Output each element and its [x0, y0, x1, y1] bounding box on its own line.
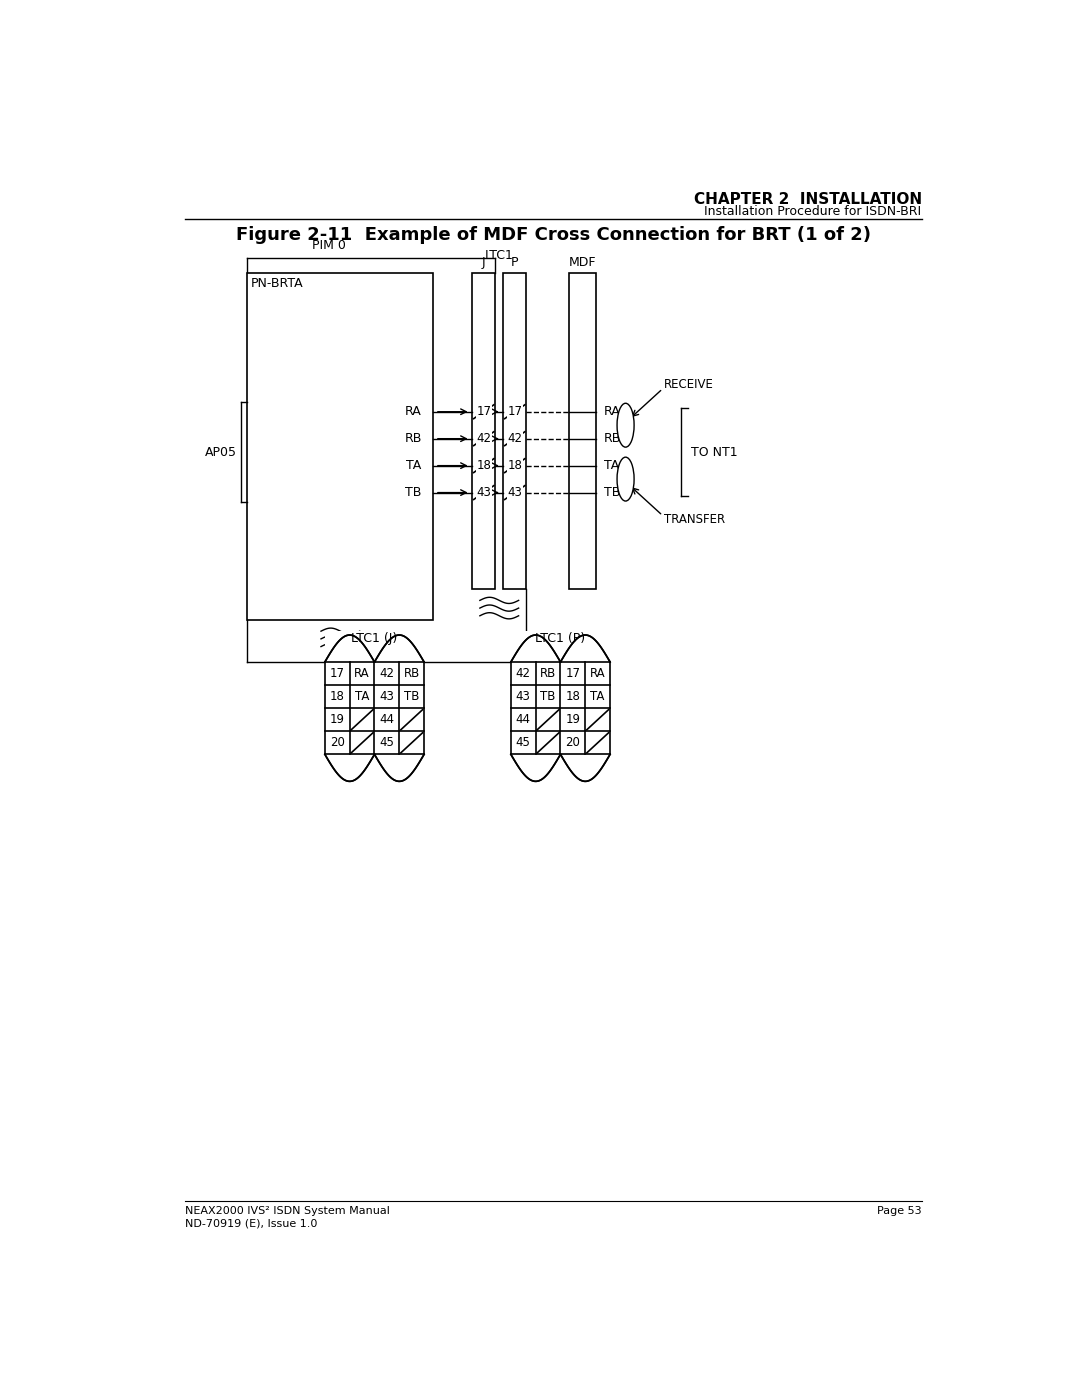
Text: 45: 45 [516, 736, 530, 749]
Text: 43: 43 [476, 486, 491, 499]
Text: RA: RA [604, 405, 621, 418]
Text: LTC1: LTC1 [485, 249, 514, 261]
Text: TB: TB [540, 690, 556, 703]
Text: 43: 43 [516, 690, 530, 703]
Bar [325, 754, 424, 785]
Text: 44: 44 [379, 714, 394, 726]
Text: RECEIVE: RECEIVE [664, 379, 714, 391]
Text: RA: RA [354, 666, 369, 680]
Ellipse shape [617, 457, 634, 502]
Text: P: P [511, 256, 518, 270]
Text: LTC1 (P): LTC1 (P) [536, 631, 585, 645]
Text: RB: RB [404, 432, 422, 446]
Bar [247, 274, 433, 620]
Text: CHAPTER 2  INSTALLATION: CHAPTER 2 INSTALLATION [693, 193, 921, 208]
Text: 17: 17 [476, 405, 491, 418]
Text: PIM 0: PIM 0 [312, 239, 346, 251]
Text: 18: 18 [566, 690, 580, 703]
Text: 42: 42 [516, 666, 530, 680]
Text: RB: RB [604, 432, 621, 446]
Text: 44: 44 [516, 714, 530, 726]
Text: RB: RB [404, 666, 420, 680]
Text: 20: 20 [566, 736, 580, 749]
Text: MDF: MDF [569, 256, 596, 270]
Text: ND-70919 (E), Issue 1.0: ND-70919 (E), Issue 1.0 [186, 1218, 318, 1229]
Text: PN-BRTA: PN-BRTA [252, 277, 303, 291]
Text: 42: 42 [379, 666, 394, 680]
Text: TRANSFER: TRANSFER [664, 513, 726, 527]
Text: TB: TB [604, 486, 620, 499]
Text: 17: 17 [508, 405, 523, 418]
Text: RA: RA [590, 666, 606, 680]
Bar [511, 631, 610, 662]
Text: 42: 42 [508, 432, 523, 446]
Text: 19: 19 [565, 714, 580, 726]
Bar [569, 274, 596, 588]
Bar [511, 662, 610, 754]
Text: 18: 18 [476, 460, 491, 472]
Text: TA: TA [591, 690, 605, 703]
Text: TB: TB [405, 486, 422, 499]
Text: 43: 43 [508, 486, 523, 499]
Text: Figure 2-11  Example of MDF Cross Connection for BRT (1 of 2): Figure 2-11 Example of MDF Cross Connect… [237, 226, 870, 243]
Text: 17: 17 [329, 666, 345, 680]
Text: 19: 19 [329, 714, 345, 726]
Text: TA: TA [355, 690, 369, 703]
Text: 17: 17 [565, 666, 580, 680]
Text: TB: TB [404, 690, 419, 703]
Text: 20: 20 [329, 736, 345, 749]
Bar [503, 274, 526, 588]
Bar [325, 662, 424, 754]
Text: 45: 45 [379, 736, 394, 749]
Text: TA: TA [604, 460, 619, 472]
Text: 42: 42 [476, 432, 491, 446]
Text: AP05: AP05 [205, 446, 238, 458]
Bar [472, 274, 496, 588]
Bar [511, 754, 610, 785]
Text: RA: RA [405, 405, 422, 418]
Text: 18: 18 [329, 690, 345, 703]
Text: 43: 43 [379, 690, 394, 703]
Bar [325, 631, 424, 662]
Text: RB: RB [540, 666, 556, 680]
Ellipse shape [617, 404, 634, 447]
Text: Installation Procedure for ISDN-BRI: Installation Procedure for ISDN-BRI [704, 205, 921, 218]
Text: 18: 18 [508, 460, 523, 472]
Text: NEAX2000 IVS² ISDN System Manual: NEAX2000 IVS² ISDN System Manual [186, 1207, 390, 1217]
Text: LTC1 (J): LTC1 (J) [351, 631, 397, 645]
Text: TA: TA [406, 460, 422, 472]
Text: Page 53: Page 53 [877, 1207, 921, 1217]
Text: TO NT1: TO NT1 [691, 446, 738, 458]
Text: J: J [482, 256, 486, 270]
